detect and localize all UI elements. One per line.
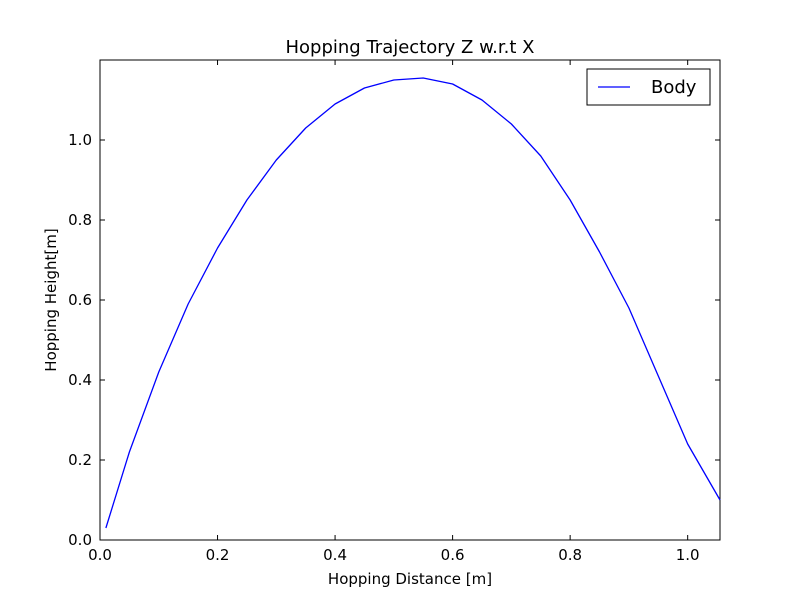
x-tick-label: 0.0: [88, 546, 112, 564]
x-tick-label: 0.8: [558, 546, 582, 564]
chart-title: Hopping Trajectory Z w.r.t X: [286, 37, 535, 58]
y-axis: 0.0 0.2 0.4 0.6 0.8 1.0: [68, 131, 720, 549]
x-tick-label: 0.6: [441, 546, 465, 564]
x-axis-label: Hopping Distance [m]: [328, 570, 492, 588]
x-axis: 0.0 0.2 0.4 0.6 0.8 1.0: [88, 60, 700, 564]
x-tick-label: 0.2: [206, 546, 230, 564]
y-tick-label: 0.6: [68, 291, 92, 309]
legend: Body: [586, 68, 711, 106]
plot-frame: [99, 59, 721, 541]
series-line-body: [105, 77, 721, 529]
y-tick-label: 0.8: [68, 211, 92, 229]
x-tick-label: 0.4: [323, 546, 347, 564]
y-tick-label: 0.4: [68, 371, 92, 389]
y-axis-label: Hopping Height[m]: [42, 228, 60, 371]
x-tick-label: 1.0: [676, 546, 700, 564]
y-tick-label: 0.2: [68, 451, 92, 469]
y-tick-label: 1.0: [68, 131, 92, 149]
legend-entry-body: Body: [651, 77, 697, 98]
y-tick-label: 0.0: [68, 531, 92, 549]
series-layer: [105, 77, 721, 529]
